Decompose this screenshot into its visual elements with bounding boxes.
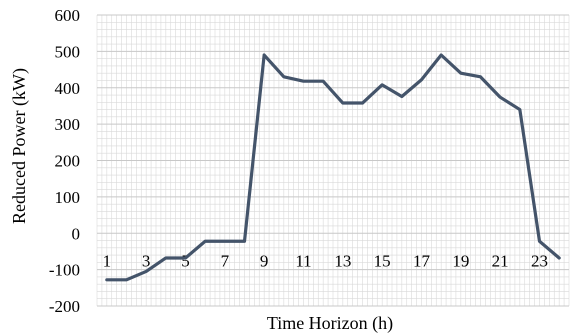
y-tick-label: 600 <box>55 6 81 25</box>
x-tick-label: 23 <box>531 251 548 270</box>
x-tick-label: 11 <box>295 251 311 270</box>
x-tick-label: 3 <box>142 251 151 270</box>
x-tick-label: 15 <box>374 251 391 270</box>
x-tick-label: 7 <box>221 251 230 270</box>
grid <box>96 14 570 307</box>
y-tick-label: -100 <box>49 261 80 280</box>
x-tick-labels: 1 3 5 7 9 11 13 15 17 19 21 23 <box>103 251 548 270</box>
x-axis-title: Time Horizon (h) <box>267 313 393 334</box>
x-tick-label: 5 <box>181 251 190 270</box>
x-tick-label: 13 <box>334 251 351 270</box>
x-tick-label: 17 <box>413 251 431 270</box>
y-tick-label: 100 <box>55 188 81 207</box>
y-axis-title: Reduced Power (kW) <box>9 68 30 224</box>
y-tick-label: 300 <box>55 115 81 134</box>
x-tick-label: 21 <box>492 251 509 270</box>
x-tick-label: 19 <box>452 251 469 270</box>
y-tick-label: -200 <box>49 297 80 316</box>
x-tick-label: 1 <box>103 251 112 270</box>
y-tick-label: 200 <box>55 152 81 171</box>
y-tick-label: 400 <box>55 79 81 98</box>
y-tick-label: 0 <box>72 224 81 243</box>
x-tick-label: 9 <box>260 251 269 270</box>
series-line <box>105 53 561 282</box>
y-tick-label: 500 <box>55 42 81 61</box>
series <box>105 53 561 282</box>
y-tick-labels: -200 -100 0 100 200 300 400 500 600 <box>49 6 80 316</box>
